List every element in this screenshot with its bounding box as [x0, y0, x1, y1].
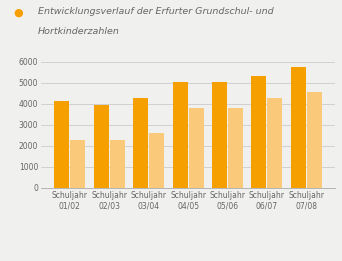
Legend: Schüler, Hortkinder: Schüler, Hortkinder [45, 260, 179, 261]
Bar [307, 92, 322, 188]
Bar [70, 140, 86, 188]
Bar [133, 98, 148, 188]
Text: ●: ● [14, 8, 24, 18]
Bar [149, 133, 164, 188]
Bar [291, 67, 306, 188]
Bar [251, 76, 266, 188]
Text: Hortkinderzahlen: Hortkinderzahlen [38, 27, 119, 36]
Bar [228, 108, 243, 188]
Text: Entwicklungsverlauf der Erfurter Grundschul- und: Entwicklungsverlauf der Erfurter Grundsc… [38, 7, 273, 15]
Bar [188, 108, 203, 188]
Bar [212, 82, 227, 188]
Bar [173, 82, 188, 188]
Bar [110, 140, 125, 188]
Bar [267, 98, 282, 188]
Bar [94, 105, 109, 188]
Bar [54, 100, 69, 188]
